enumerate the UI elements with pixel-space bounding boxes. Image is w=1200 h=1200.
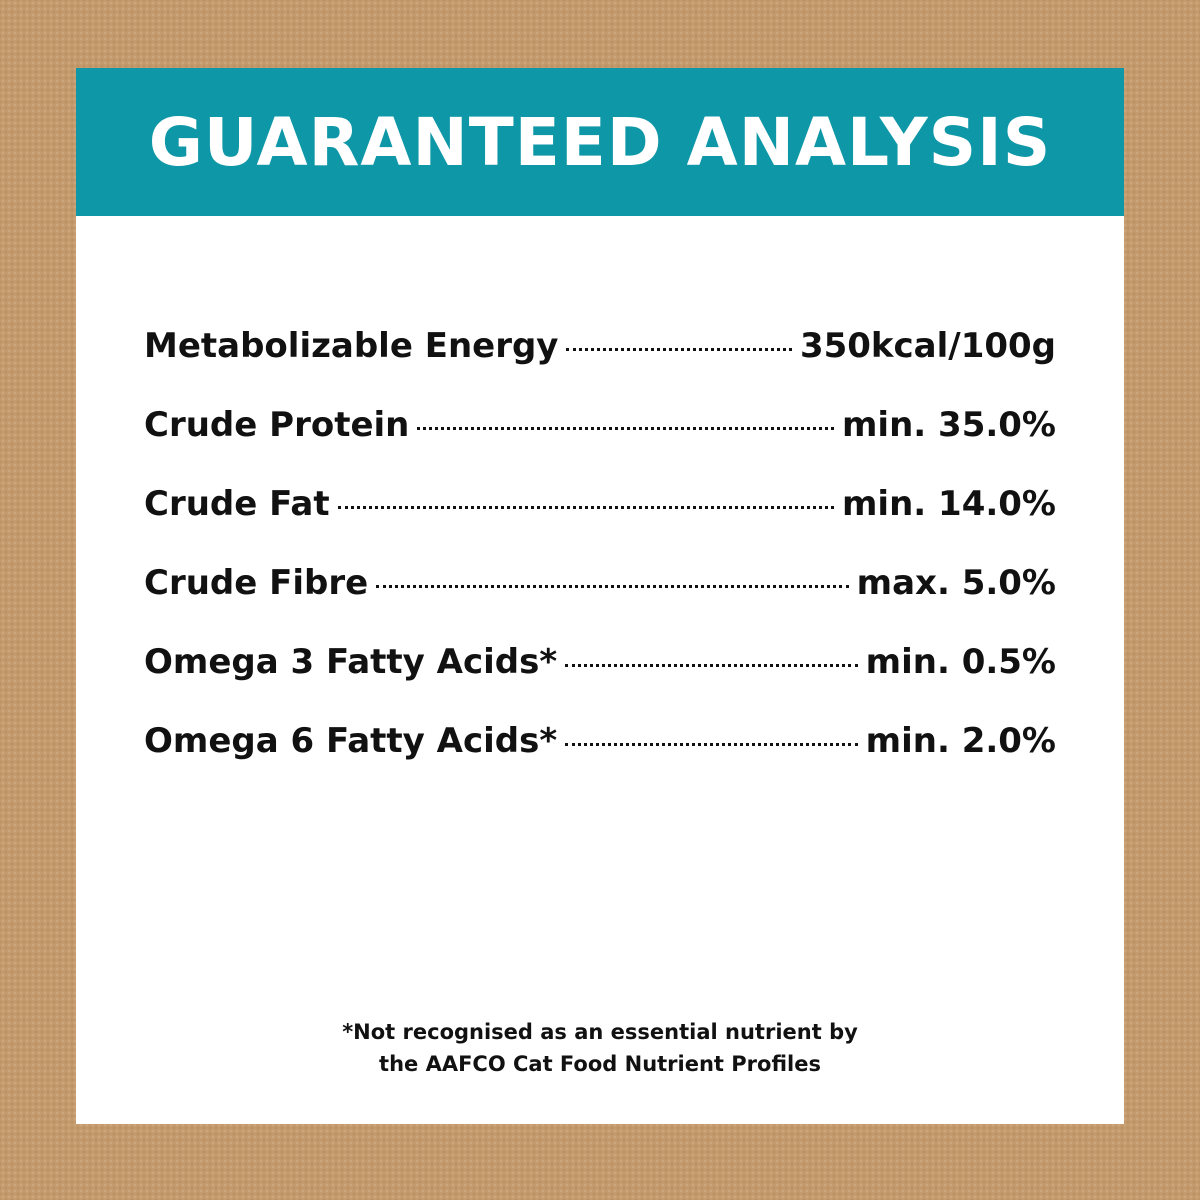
analysis-row: Omega 6 Fatty Acids* min. 2.0% [144, 721, 1056, 800]
analysis-row: Crude Protein min. 35.0% [144, 405, 1056, 484]
nutrient-label: Metabolizable Energy [144, 326, 559, 366]
footnote-line: the AAFCO Cat Food Nutrient Profiles [379, 1052, 821, 1076]
nutrient-value: min. 14.0% [842, 484, 1056, 524]
analysis-row: Crude Fat min. 14.0% [144, 484, 1056, 563]
card: GUARANTEED ANALYSIS Metabolizable Energy… [76, 68, 1124, 1124]
nutrient-value: min. 0.5% [865, 642, 1056, 682]
dot-leader [565, 664, 858, 667]
analysis-row: Crude Fibre max. 5.0% [144, 563, 1056, 642]
footnote-line: *Not recognised as an essential nutrient… [342, 1020, 858, 1044]
analysis-row: Omega 3 Fatty Acids* min. 0.5% [144, 642, 1056, 721]
dot-leader [337, 506, 834, 509]
footnote: *Not recognised as an essential nutrient… [76, 1016, 1124, 1080]
nutrient-label: Crude Fat [144, 484, 330, 524]
title: GUARANTEED ANALYSIS [148, 103, 1052, 181]
nutrient-value: min. 2.0% [865, 721, 1056, 761]
nutrient-value: 350kcal/100g [799, 326, 1056, 366]
nutrient-label: Crude Protein [144, 405, 410, 445]
nutrient-label: Crude Fibre [144, 563, 369, 603]
dot-leader [566, 348, 792, 351]
nutrient-label: Omega 3 Fatty Acids* [144, 642, 558, 682]
analysis-list: Metabolizable Energy 350kcal/100g Crude Pr… [144, 326, 1056, 800]
dot-leader [376, 585, 849, 588]
nutrient-value: min. 35.0% [842, 405, 1056, 445]
analysis-row: Metabolizable Energy 350kcal/100g [144, 326, 1056, 405]
header: GUARANTEED ANALYSIS [76, 68, 1124, 216]
dot-leader [565, 743, 858, 746]
nutrient-value: max. 5.0% [856, 563, 1056, 603]
dot-leader [417, 427, 834, 430]
nutrient-label: Omega 6 Fatty Acids* [144, 721, 558, 761]
